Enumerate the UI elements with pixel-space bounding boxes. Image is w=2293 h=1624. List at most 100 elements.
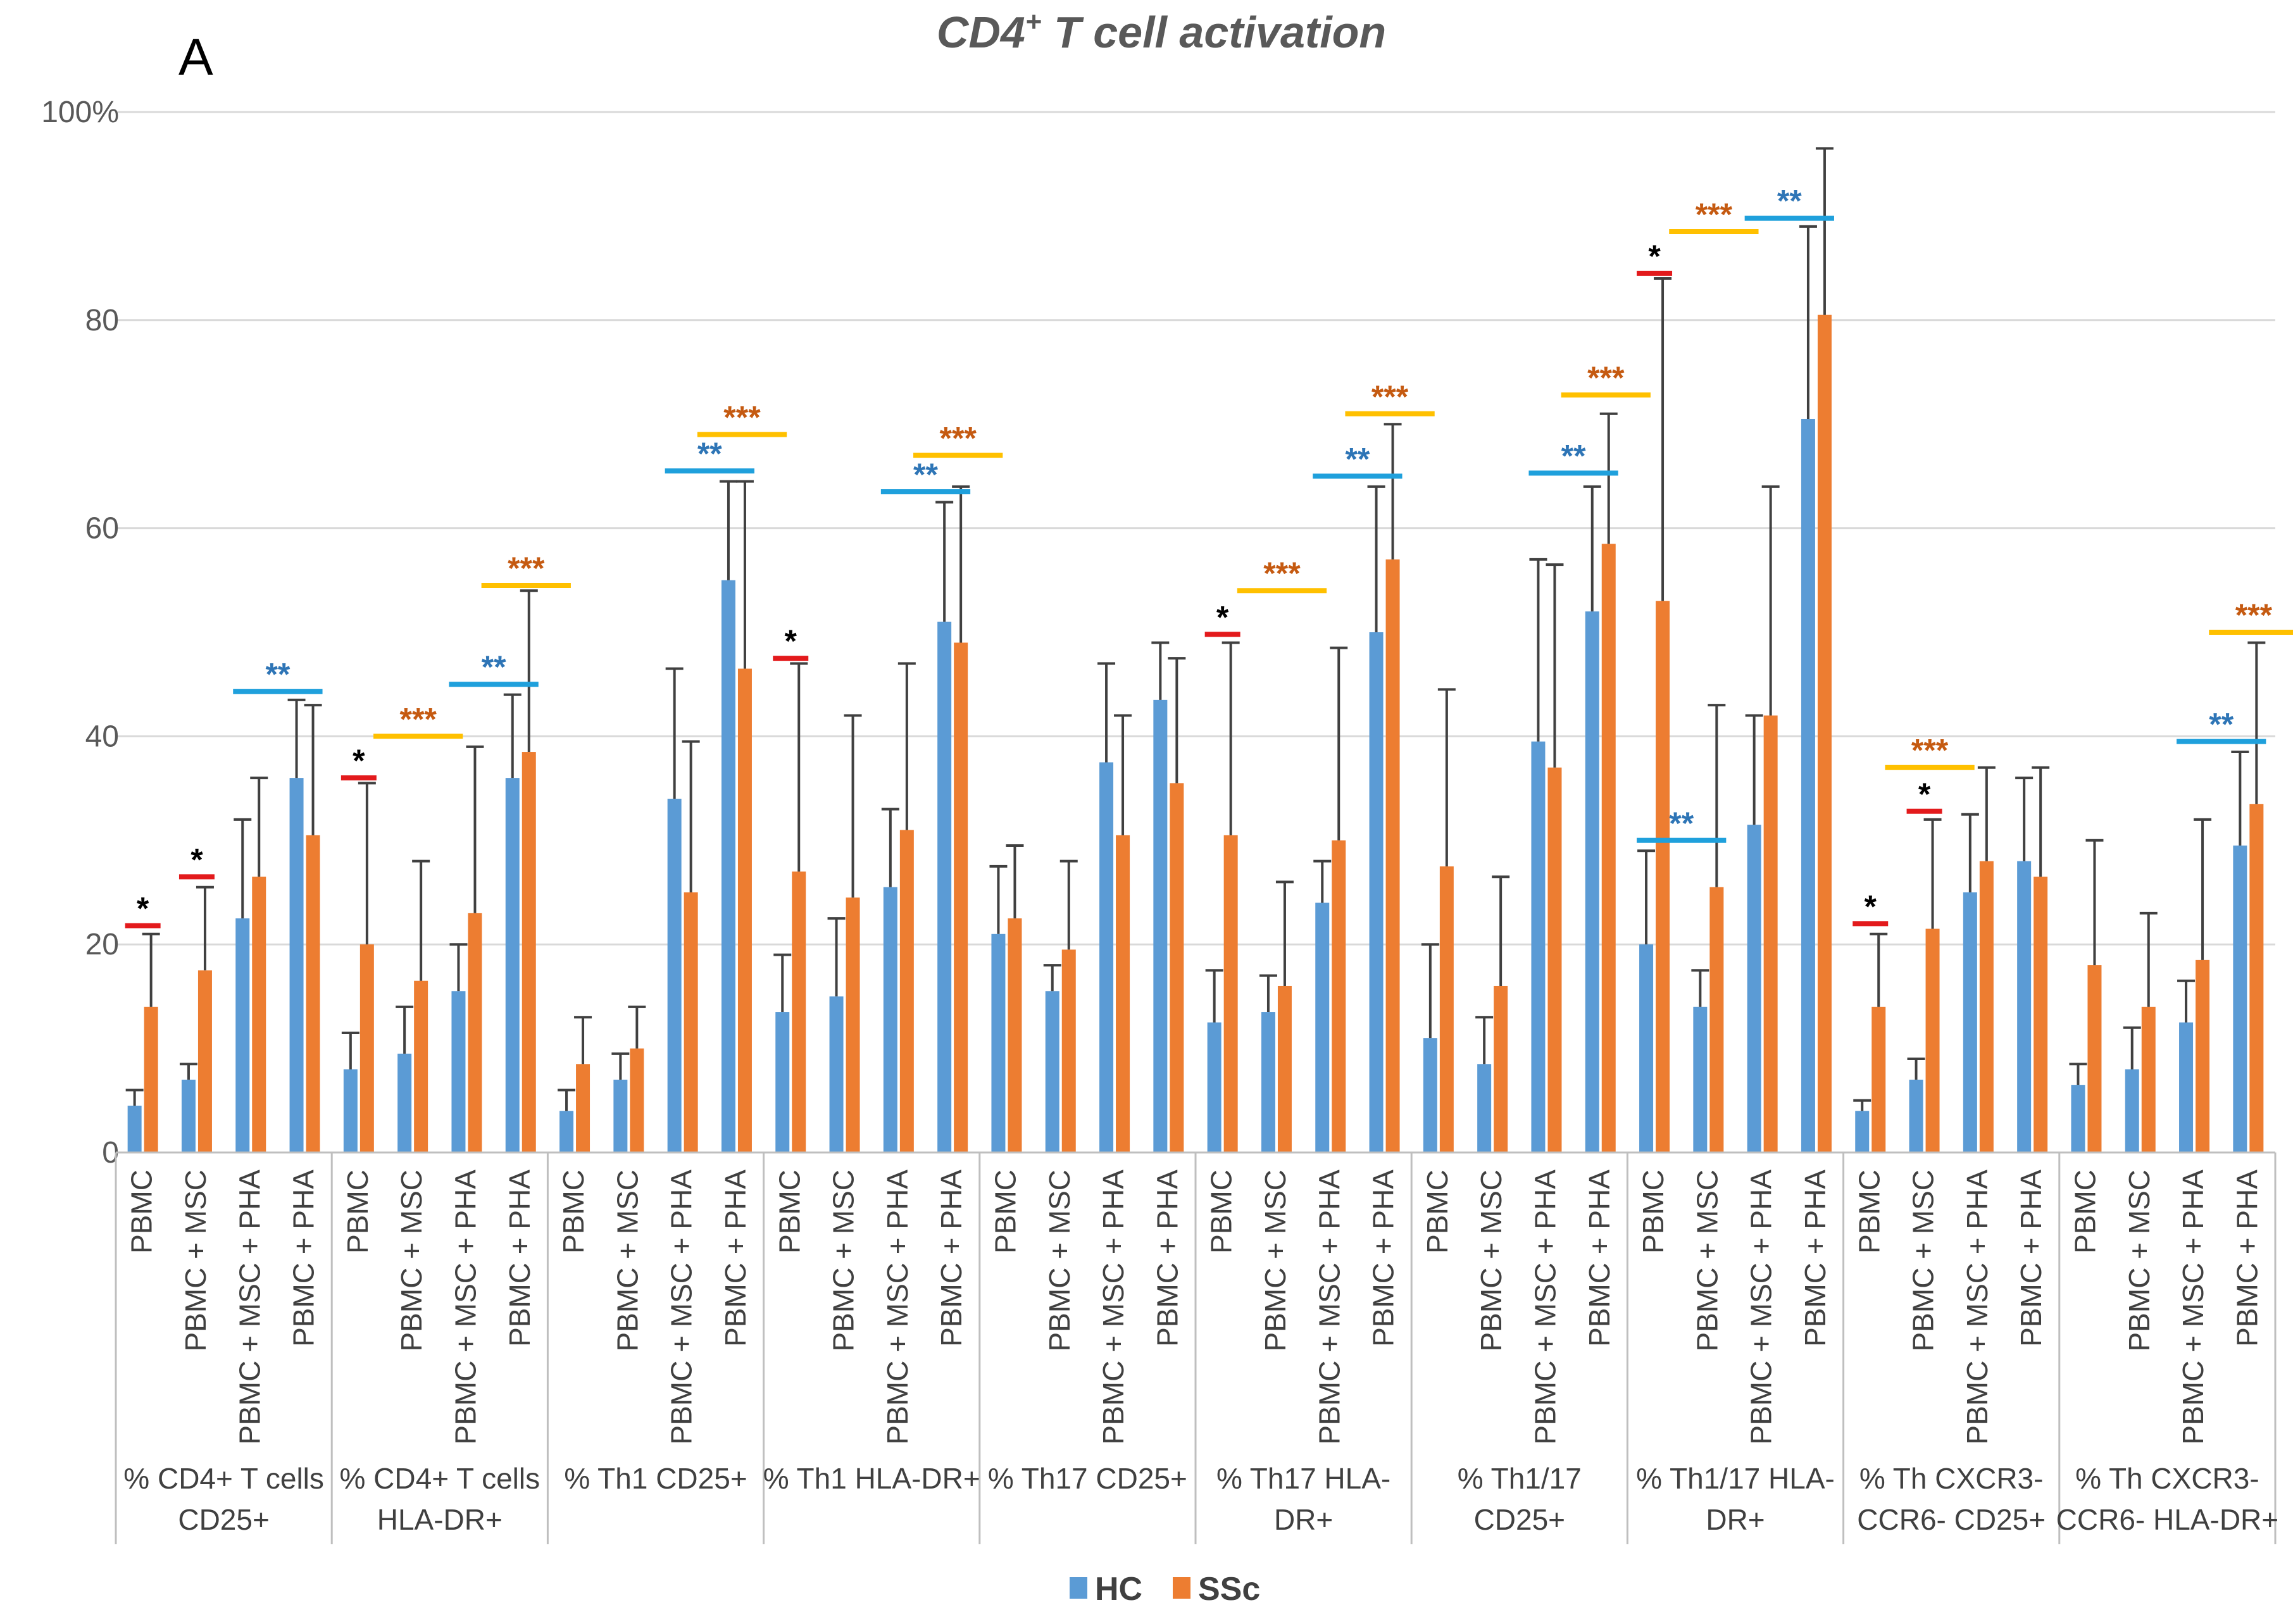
significance-stars: *** [723, 400, 761, 435]
significance-stars: ** [697, 436, 722, 472]
group-label: % CD4+ T cells [123, 1462, 324, 1495]
x-tick-label: PBMC + MSC [1690, 1170, 1723, 1352]
significance-stars: ** [1561, 438, 1586, 473]
bar-ssc [468, 913, 482, 1152]
significance-annotations: ****************************************… [125, 184, 2293, 928]
x-tick-label: PBMC + PHA [2015, 1170, 2047, 1347]
group-label: % Th1/17 [1458, 1462, 1582, 1495]
bar-hc [667, 799, 682, 1152]
bar-hc [1801, 418, 1815, 1152]
bar-ssc [1763, 715, 1778, 1152]
significance-stars: * [785, 623, 797, 659]
bar-ssc [1656, 601, 1670, 1152]
bar-hc [1099, 762, 1114, 1152]
y-tick-label: 100% [41, 96, 119, 129]
bar-ssc [1277, 985, 1292, 1152]
x-tick-label: PBMC + MSC [827, 1170, 860, 1352]
bar-ssc [1061, 949, 1076, 1152]
x-tick-label: PBMC + PHA [1367, 1170, 1400, 1347]
bar-hc [343, 1069, 358, 1152]
x-tick-label: PBMC [125, 1170, 158, 1254]
bar-ssc [1925, 928, 1940, 1152]
bar-ssc [1116, 835, 1130, 1152]
group-label: % Th1 CD25+ [564, 1462, 747, 1495]
x-tick-label: PBMC [773, 1170, 806, 1254]
bar-ssc [1979, 861, 1994, 1152]
x-tick-label: PBMC + PHA [1583, 1170, 1616, 1347]
bar-hc [2233, 846, 2247, 1152]
group-label: CD25+ [178, 1503, 269, 1536]
bar-ssc [1494, 985, 1508, 1152]
group-label: CCR6- HLA-DR+ [2056, 1503, 2278, 1536]
x-tick-label: PBMC + MSC + PHA [1745, 1170, 1778, 1445]
bar-ssc [144, 1006, 158, 1152]
group-label: % Th1/17 HLA- [1636, 1462, 1835, 1495]
group-label: CCR6- CD25+ [1857, 1503, 2046, 1536]
bar-hc [1153, 699, 1168, 1152]
bar-hc [1423, 1038, 1437, 1152]
bar-hc [397, 1053, 412, 1152]
bar-ssc [684, 892, 698, 1152]
bar-ssc [792, 871, 806, 1152]
group-label: % Th CXCR3- [2075, 1462, 2259, 1495]
group-label: % CD4+ T cells [340, 1462, 540, 1495]
bar-hc [1045, 991, 1059, 1152]
group-label: DR+ [1706, 1503, 1765, 1536]
significance-stars: * [1865, 889, 1877, 924]
bar-ssc [1817, 315, 1832, 1153]
bar-ssc [1170, 783, 1184, 1152]
bar-hc [1747, 825, 1761, 1152]
bar-hc [1639, 944, 1654, 1152]
bar-ssc [414, 980, 428, 1152]
bar-hc [1585, 611, 1599, 1152]
significance-stars: ** [2209, 707, 2234, 742]
x-tick-label: PBMC + MSC + PHA [1097, 1170, 1130, 1445]
bar-hc [127, 1106, 142, 1152]
bar-ssc [359, 944, 374, 1152]
significance-stars: * [1918, 777, 1931, 812]
bar-ssc [2141, 1006, 2156, 1152]
bar-hc [613, 1079, 628, 1152]
group-label: % Th1 HLA-DR+ [763, 1462, 980, 1495]
bar-ssc [2196, 959, 2210, 1152]
x-tick-label: PBMC + MSC [1907, 1170, 1940, 1352]
bar-ssc [1601, 544, 1616, 1152]
bar-ssc [1008, 918, 1022, 1152]
significance-stars: * [353, 743, 365, 778]
significance-stars: *** [1587, 360, 1625, 396]
significance-stars: *** [2235, 597, 2273, 633]
chart-title-superscript: + [1025, 6, 1042, 37]
x-tick-label: PBMC [1637, 1170, 1670, 1254]
bar-hc [451, 991, 466, 1152]
significance-stars: *** [939, 421, 977, 456]
bar-ssc [576, 1064, 590, 1152]
significance-stars: * [191, 842, 203, 877]
bar-ssc [899, 830, 914, 1152]
significance-stars: * [1648, 239, 1661, 274]
bar-hc [2017, 861, 2032, 1152]
significance-stars: ** [265, 657, 290, 692]
x-tick-label: PBMC + MSC + PHA [1528, 1170, 1561, 1445]
group-label: % Th CXCR3- [1859, 1462, 2044, 1495]
x-tick-label: PBMC + MSC [395, 1170, 428, 1352]
significance-stars: ** [1669, 806, 1694, 841]
y-tick-label: 80 [85, 304, 119, 337]
x-tick-label: PBMC + PHA [1799, 1170, 1832, 1347]
x-tick-label: PBMC [1421, 1170, 1454, 1254]
x-tick-label: PBMC + PHA [935, 1170, 968, 1347]
x-tick-label: PBMC + MSC [1259, 1170, 1292, 1352]
y-tick-label: 40 [85, 720, 119, 753]
bar-hc [1909, 1079, 1923, 1152]
significance-stars: * [137, 891, 149, 927]
bar-hc [1531, 741, 1546, 1152]
x-tick-label: PBMC + MSC + PHA [1313, 1170, 1346, 1445]
bar-ssc [630, 1048, 644, 1152]
bar-ssc [1385, 559, 1400, 1152]
bar-hc [2071, 1085, 2085, 1152]
bar-ssc [306, 835, 320, 1152]
bar-hc [181, 1079, 196, 1152]
bar-ssc [846, 897, 860, 1152]
bar-ssc [954, 642, 968, 1152]
